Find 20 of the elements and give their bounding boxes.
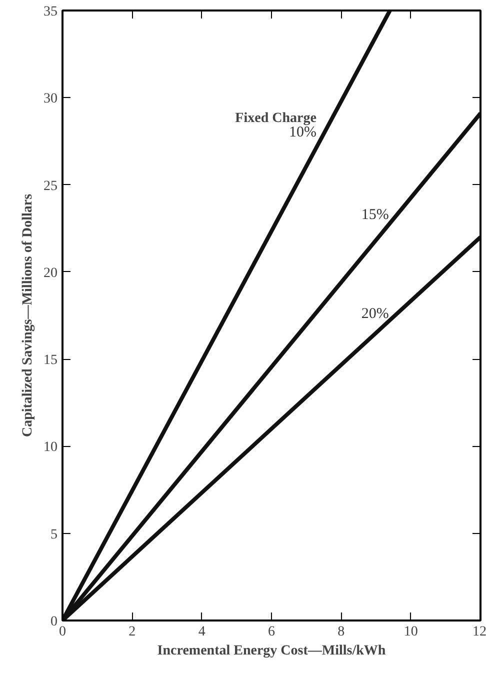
- x-axis-title: Incremental Energy Cost—Mills/kWh: [157, 644, 386, 658]
- y-tick-label: 0: [50, 614, 58, 630]
- y-tick-label: 15: [44, 353, 58, 368]
- x-tick-label: 8: [338, 624, 345, 640]
- legend-title: Fixed Charge: [235, 111, 316, 126]
- y-tick-label: 20: [44, 266, 58, 281]
- y-tick-label: 25: [44, 178, 58, 194]
- y-tick-label: 30: [44, 92, 58, 107]
- x-tick-label: 4: [198, 624, 206, 640]
- y-axis-title: Capitalized Savings—Millions of Dollars: [20, 193, 36, 438]
- x-tick-label: 6: [268, 624, 275, 640]
- x-tick-label: 10: [404, 624, 418, 640]
- y-tick-label: 10: [44, 440, 58, 456]
- series-label: 10%: [288, 124, 316, 140]
- y-tick-label: 5: [50, 527, 58, 542]
- y-tick-label: 35: [44, 4, 58, 20]
- x-tick-label: 12: [472, 624, 486, 640]
- series-label: 15%: [361, 206, 389, 223]
- x-tick-label: 2: [128, 624, 136, 640]
- series-label: 20%: [361, 306, 389, 322]
